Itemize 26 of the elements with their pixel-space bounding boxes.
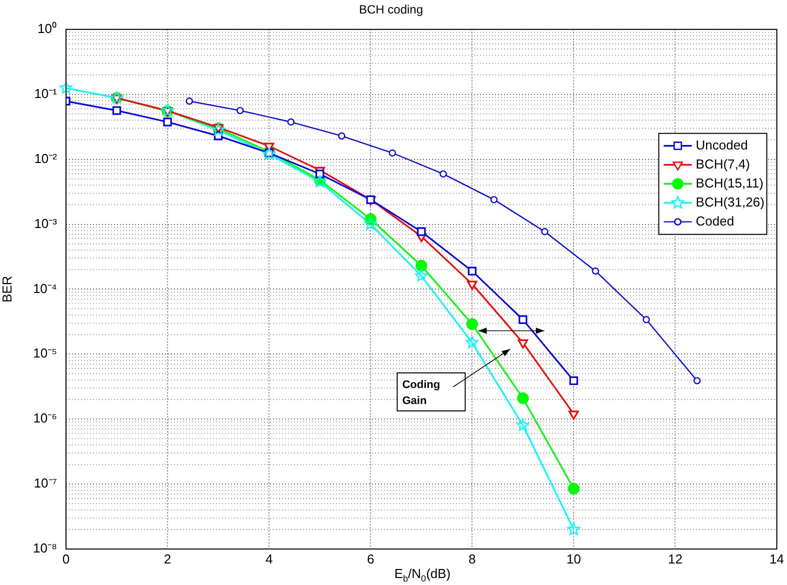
x-tick-label: 2	[164, 551, 172, 566]
y-tick-label: 10⁻²	[34, 150, 58, 166]
chart-title: BCH coding	[358, 2, 424, 17]
y-tick-label: 10⁻³	[34, 216, 58, 231]
y-tick-label: 10⁻¹	[34, 86, 58, 101]
x-tick-label: 8	[468, 551, 476, 566]
y-tick-label: 10⁰	[38, 20, 57, 36]
x-tick-label: 4	[265, 551, 273, 566]
x-tick-label: 10	[566, 551, 581, 566]
y-axis-title: BER	[0, 276, 14, 303]
legend-label: Uncoded	[696, 137, 748, 152]
x-axis-title: E$_{b}$/N$_{0}$(dB)	[393, 566, 452, 584]
y-tick-label: 10⁻⁴	[32, 280, 57, 296]
y-tick-label: 10⁻⁵	[33, 346, 57, 361]
legend-label: BCH(7,4)	[696, 156, 750, 172]
y-tick-label: 10⁻⁷	[34, 476, 58, 491]
y-tick-label: 10⁻⁶	[33, 410, 57, 426]
legend-label: Coded	[696, 213, 734, 228]
x-tick-label: 14	[770, 551, 784, 566]
x-tick-label: 6	[367, 551, 374, 566]
legend-label: BCH(15,11)	[696, 175, 764, 190]
x-tick-label: 12	[668, 551, 682, 566]
legend-label: BCH(31,26)	[696, 194, 764, 210]
y-tick-label: 10⁻⁸	[33, 540, 57, 556]
annotation: Coding Gain	[402, 378, 440, 407]
x-tick-label: 0	[62, 551, 70, 566]
